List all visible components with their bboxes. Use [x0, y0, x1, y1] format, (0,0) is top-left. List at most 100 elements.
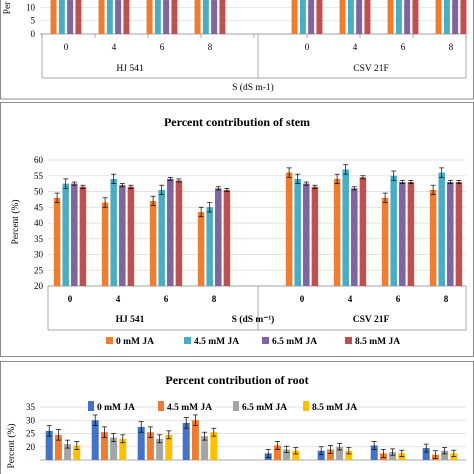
root-legend-swatch — [233, 401, 239, 411]
stem-group-label-0: HJ 541 — [116, 315, 145, 325]
leaf-bar — [115, 0, 122, 35]
root-bar — [165, 434, 173, 460]
leaf-bar — [395, 0, 402, 35]
leaf-bar — [299, 0, 306, 35]
stem-ytick-label: 20 — [34, 281, 44, 291]
root-bar — [137, 426, 145, 460]
leaf-ytick-label: 5 — [31, 16, 36, 26]
stem-bar — [101, 202, 109, 286]
root-bar — [345, 450, 353, 460]
stem-bar — [127, 186, 135, 286]
root-bar — [73, 445, 81, 460]
leaf-bar — [452, 0, 459, 35]
stem-legend-swatch — [345, 337, 352, 344]
leaf-group-label-0: HJ 541 — [116, 64, 143, 74]
stem-ytick-label: 25 — [34, 265, 44, 275]
stem-legend-swatch — [184, 337, 191, 344]
leaf-bar — [146, 0, 153, 35]
root-bar — [64, 444, 72, 460]
leaf-bar — [339, 0, 346, 35]
stem-bar — [351, 188, 358, 286]
stem-xlabel: S (dS m⁻¹) — [232, 314, 275, 325]
stem-bar — [149, 200, 157, 286]
leaf-bar — [106, 0, 113, 35]
stem-bar — [158, 189, 165, 286]
stem-legend-label: 6.5 mM JA — [272, 337, 317, 347]
leaf-category-label: 0 — [64, 42, 69, 52]
stem-ytick-label: 35 — [34, 234, 44, 244]
leaf-bar — [154, 0, 161, 35]
leaf-bar — [460, 0, 467, 35]
root-ytick-label: 20 — [26, 442, 36, 452]
root-legend-swatch — [88, 401, 94, 411]
root-bar — [441, 450, 449, 460]
stem-bar — [381, 197, 389, 286]
leaf-category-label: 6 — [160, 42, 165, 52]
leaf-bar — [387, 0, 394, 35]
stem-bar — [53, 197, 61, 286]
leaf-ytick-label: 0 — [31, 29, 36, 39]
stem-ytick-label: 50 — [34, 187, 44, 197]
leaf-bar — [291, 0, 298, 35]
leaf-category-label: 6 — [401, 42, 406, 52]
stem-legend-swatch — [106, 337, 113, 344]
stem-bar — [429, 189, 437, 286]
leaf-bar — [194, 0, 201, 35]
root-legend-label: 8.5 mM JA — [312, 403, 357, 413]
stem-bar — [359, 177, 367, 286]
root-bar — [422, 448, 430, 460]
stem-bar — [215, 188, 222, 286]
root-legend-swatch — [158, 401, 164, 411]
root-bar — [283, 449, 291, 460]
leaf-bar — [412, 0, 419, 35]
root-bar — [156, 438, 164, 460]
leaf-bar — [58, 0, 65, 35]
stem-legend-label: 8.5 mM JA — [355, 337, 400, 347]
leaf-bar — [308, 0, 315, 35]
stem-bar — [294, 178, 301, 286]
leaf-bar — [123, 0, 130, 35]
root-title: Percent contribution of root — [165, 373, 308, 387]
stem-legend-swatch — [262, 337, 269, 344]
root-chart: 20 25 30 35 0 mM JA 4.5 mM JA 6.5 mM JA 8.5 mM … — [26, 401, 466, 461]
stem-bar — [438, 172, 445, 286]
stem-bar — [311, 186, 319, 286]
stem-bar — [399, 182, 406, 286]
leaf-chart: 0 5 10 0 4 6 8 0 4 6 8 — [26, 0, 467, 79]
leaf-bar — [67, 0, 74, 35]
leaf-category-label: 4 — [353, 42, 358, 52]
root-bar — [91, 420, 99, 460]
root-bar — [201, 436, 209, 460]
stem-category-label: 6 — [396, 294, 401, 304]
leaf-bar — [98, 0, 105, 35]
stem-ytick-label: 45 — [34, 202, 44, 212]
root-legend-label: 4.5 mM JA — [167, 403, 212, 413]
root-bar — [191, 420, 199, 460]
root-bar — [182, 422, 190, 460]
root-bar — [146, 432, 154, 460]
stem-bar — [285, 172, 293, 286]
stem-category-label: 8 — [444, 294, 449, 304]
leaf-category-label: 4 — [112, 42, 117, 52]
root-bar — [45, 430, 53, 460]
root-bar — [370, 445, 378, 460]
root-bar — [273, 445, 281, 460]
leaf-bar — [202, 0, 209, 35]
stem-category-label: 0 — [300, 294, 305, 304]
leaf-bar — [211, 0, 218, 35]
root-ylabel: Percent (%) — [6, 423, 17, 468]
stem-bar — [303, 183, 310, 286]
leaf-ylabel: Per — [3, 1, 13, 15]
stem-category-label: 4 — [116, 294, 121, 304]
root-bar — [389, 452, 397, 460]
leaf-bar — [404, 0, 411, 35]
root-ytick-label: 35 — [26, 402, 36, 412]
leaf-bar — [171, 0, 178, 35]
stem-legend-label: 0 mM JA — [116, 337, 154, 347]
stem-bar — [342, 169, 349, 286]
stem-category-label: 8 — [212, 294, 217, 304]
stem-bar — [333, 178, 341, 286]
stem-title: Percent contribution of stem — [164, 115, 310, 129]
root-bar — [326, 449, 334, 460]
